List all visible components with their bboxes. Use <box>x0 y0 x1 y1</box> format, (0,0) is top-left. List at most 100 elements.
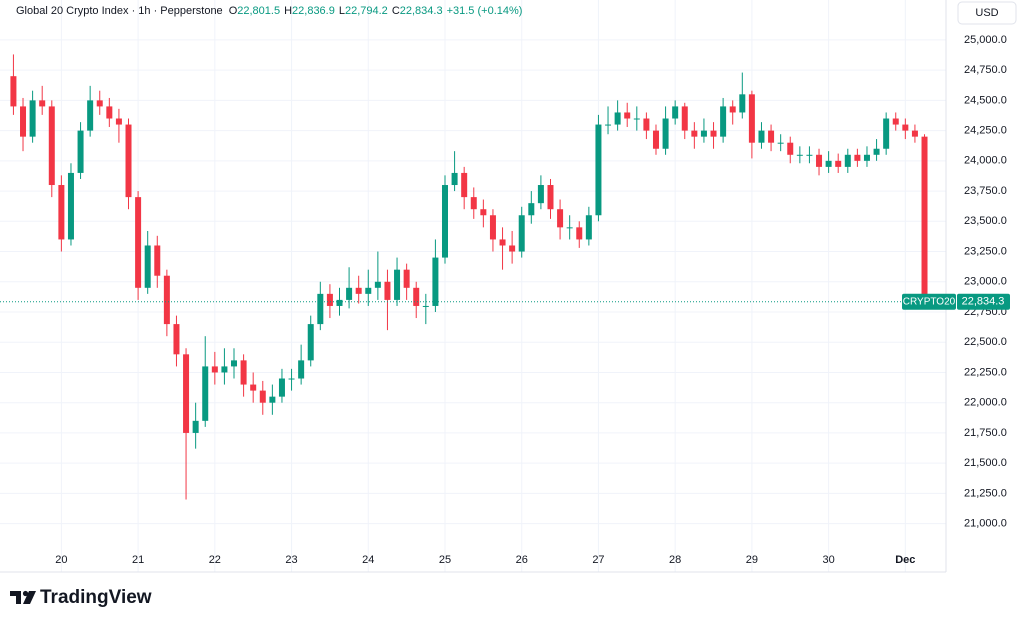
candle-body <box>432 257 439 306</box>
x-tick-label: 21 <box>132 554 144 566</box>
ohlc-value: 22,794.2 <box>345 5 388 17</box>
candle-body <box>470 197 477 210</box>
logo-dot <box>22 590 29 597</box>
candle-body <box>221 366 228 373</box>
candle-body <box>10 76 17 107</box>
ohlc-key: O <box>229 5 238 17</box>
candle-body <box>528 203 535 216</box>
candle-body <box>883 118 890 149</box>
candle-body <box>77 130 84 173</box>
candle-body <box>681 106 688 131</box>
candle-body <box>441 185 448 258</box>
candle-body <box>87 100 94 131</box>
candle-body <box>154 245 161 276</box>
y-tick-label: 21,250.0 <box>964 487 1007 499</box>
candle-body <box>67 172 74 240</box>
candle-body <box>566 227 573 229</box>
currency-box[interactable] <box>957 1 1017 25</box>
candle-body <box>58 185 65 240</box>
candle-body <box>518 215 525 252</box>
x-tick-label: 27 <box>592 554 604 566</box>
candle-body <box>652 130 659 149</box>
candle-body <box>192 420 199 433</box>
candle-body <box>240 360 247 385</box>
candle-body <box>250 384 257 391</box>
x-tick-label: 23 <box>285 554 297 566</box>
currency[interactable]: USD <box>975 7 998 19</box>
candle-body <box>48 106 55 186</box>
y-tick-label: 22,000.0 <box>964 397 1007 409</box>
candle-body <box>135 197 142 288</box>
candle-body <box>231 360 238 367</box>
candle-body <box>643 118 650 131</box>
candle-body <box>183 354 190 433</box>
candle-body <box>863 154 870 161</box>
candle-body <box>557 209 564 228</box>
y-tick-label: 22,250.0 <box>964 366 1007 378</box>
candle-body <box>336 299 343 306</box>
candle-body <box>806 154 813 156</box>
y-tick-label: 21,750.0 <box>964 427 1007 439</box>
candle-body <box>422 305 429 307</box>
y-tick-label: 23,250.0 <box>964 245 1007 257</box>
candle-body <box>509 245 516 252</box>
ohlc-value: 22,834.3 <box>400 5 443 17</box>
candle-body <box>326 293 333 306</box>
candle-body <box>605 124 612 126</box>
candle-body <box>777 142 784 144</box>
price-tag-name: CRYPTO20 <box>903 296 956 307</box>
candle-body <box>346 287 353 300</box>
y-tick-label: 23,500.0 <box>964 215 1007 227</box>
price-tag-bg <box>957 293 1010 310</box>
candle-body <box>729 106 736 113</box>
candle-body <box>374 281 381 288</box>
candle-body <box>873 148 880 155</box>
candle-body <box>39 100 46 107</box>
x-tick-label: 28 <box>669 554 681 566</box>
candle-body <box>739 94 746 113</box>
candle-body <box>710 130 717 137</box>
candle-body <box>269 396 276 403</box>
candle-body <box>365 287 372 294</box>
candle-body <box>547 185 554 210</box>
x-tick-label: 24 <box>362 554 374 566</box>
candle-body <box>911 130 918 137</box>
candle-body <box>211 366 218 373</box>
price-tag-label: 22,834.3 <box>962 296 1005 308</box>
candle-body <box>854 154 861 161</box>
y-tick-label: 24,500.0 <box>964 94 1007 106</box>
candle-body <box>403 269 410 288</box>
header: Global 20 Crypto Index · 1h · Pepperston… <box>16 5 522 17</box>
candle-body <box>307 324 314 361</box>
candle-body <box>202 366 209 421</box>
logo-mark <box>23 591 36 604</box>
candle-body <box>576 227 583 240</box>
candle-body <box>413 287 420 306</box>
candle-body <box>720 106 727 137</box>
x-tick-label: 20 <box>55 554 67 566</box>
candle-body <box>298 360 305 379</box>
candle-body <box>691 130 698 137</box>
symbol-title: Global 20 Crypto Index · 1h · Pepperston… <box>16 5 223 17</box>
y-tick-label: 23,000.0 <box>964 276 1007 288</box>
x-tick-label: 29 <box>746 554 758 566</box>
ohlc-key: L <box>339 5 345 17</box>
candle-body <box>825 160 832 167</box>
ohlc-value: 22,836.9 <box>292 5 335 17</box>
candle-body <box>748 94 755 143</box>
x-tick-label: Dec <box>895 554 915 566</box>
candle-body <box>173 324 180 355</box>
candle-body <box>595 124 602 216</box>
candle-body <box>451 172 458 186</box>
candle-body <box>499 239 506 246</box>
y-tick-label: 21,000.0 <box>964 518 1007 530</box>
ohlc-key: C <box>392 5 400 17</box>
x-tick-label: 30 <box>822 554 834 566</box>
candle-body <box>624 112 631 119</box>
candle-body <box>96 100 103 107</box>
brand-logo <box>10 590 36 604</box>
candle-body <box>394 269 401 300</box>
ohlc-key: H <box>284 5 292 17</box>
candle-body <box>835 160 842 167</box>
